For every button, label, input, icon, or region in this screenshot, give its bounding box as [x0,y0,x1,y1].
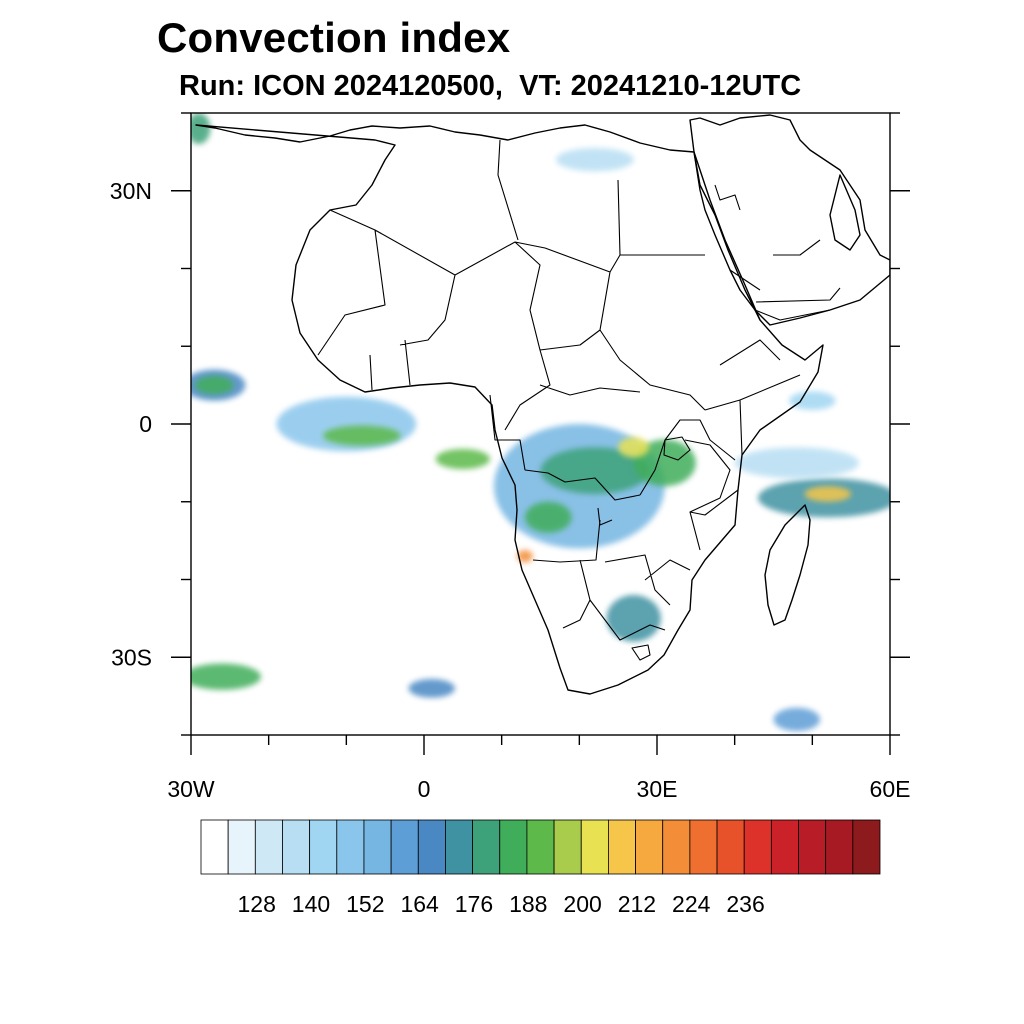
colorbar-swatch [852,819,881,875]
madagascar-coastline [764,504,811,626]
africa-coastline [195,124,824,695]
persian-gulf [829,174,861,251]
colorbar-swatch [770,819,799,875]
map-subtitle: Run: ICON 2024120500, VT: 20241210-12UTC [179,70,802,102]
x-tick-label: 30W [167,776,215,802]
colorbar-swatch [716,819,745,875]
colorbar-swatch [608,819,636,875]
x-tick-label: 60E [870,776,911,802]
colorbar-swatch [580,819,609,875]
colorbar-swatch [825,819,854,875]
convection-patch [540,447,650,494]
colorbar-label: 236 [726,891,764,917]
convection-patch [556,147,634,172]
map-title: Convection index [157,14,511,61]
colorbar-swatch [363,819,392,875]
colorbar-label: 188 [509,891,547,917]
colorbar: 128 140 152 164 176 188 200 212 224 236 [200,819,881,917]
convection-field [191,113,890,732]
x-tick-label: 0 [418,776,431,802]
colorbar-swatch [227,819,256,875]
convection-patch [194,375,234,395]
colorbar-swatch [743,819,772,875]
colorbar-label: 152 [346,891,384,917]
colorbar-swatch [662,819,691,875]
convection-patch [734,447,859,479]
convection-patch [524,501,572,533]
convection-patch [804,486,852,502]
lake-victoria [663,436,691,461]
convection-patch [789,391,836,411]
colorbar-label: 212 [618,891,656,917]
y-tick-label: 30N [110,178,152,204]
colorbar-swatch [390,819,419,875]
x-tick-label: 30E [637,776,678,802]
convection-patch [606,595,661,642]
country-borders [317,139,841,661]
colorbar-swatch [336,819,365,875]
colorbar-label: 200 [563,891,601,917]
convection-patch [408,679,456,698]
colorbar-swatch [472,819,501,875]
coastlines-and-borders [195,114,890,695]
y-tick-label: 30S [111,644,152,670]
colorbar-swatch [282,819,311,875]
colorbar-swatch [200,819,229,875]
colorbar-swatch [254,819,283,875]
colorbar-label: 176 [455,891,493,917]
convection-patch [517,549,533,563]
convection-patch [191,663,261,690]
colorbar-swatch [417,819,446,875]
convection-patch [191,113,211,145]
arabia-coastline [689,114,890,326]
colorbar-swatch [526,819,555,875]
red-sea-west-border [693,151,761,321]
convection-patch [773,707,821,732]
colorbar-label: 164 [400,891,439,917]
convection-patch [435,448,491,470]
axis-ticks [171,112,910,755]
convection-patch [633,439,696,487]
convection-patch [323,425,401,446]
axis-tick-labels: 30W 0 30E 60E 30N 0 30S [110,178,911,802]
colorbar-label: 140 [292,891,330,917]
colorbar-label: 224 [672,891,711,917]
y-tick-label: 0 [139,411,152,437]
colorbar-swatch [635,819,664,875]
colorbar-swatch [499,819,528,875]
colorbar-label: 128 [237,891,275,917]
colorbar-swatch [309,819,338,875]
colorbar-swatch [798,819,827,875]
colorbar-swatch [553,819,582,875]
colorbar-swatch [445,819,474,875]
convection-patch [618,437,650,458]
colorbar-swatch [689,819,718,875]
